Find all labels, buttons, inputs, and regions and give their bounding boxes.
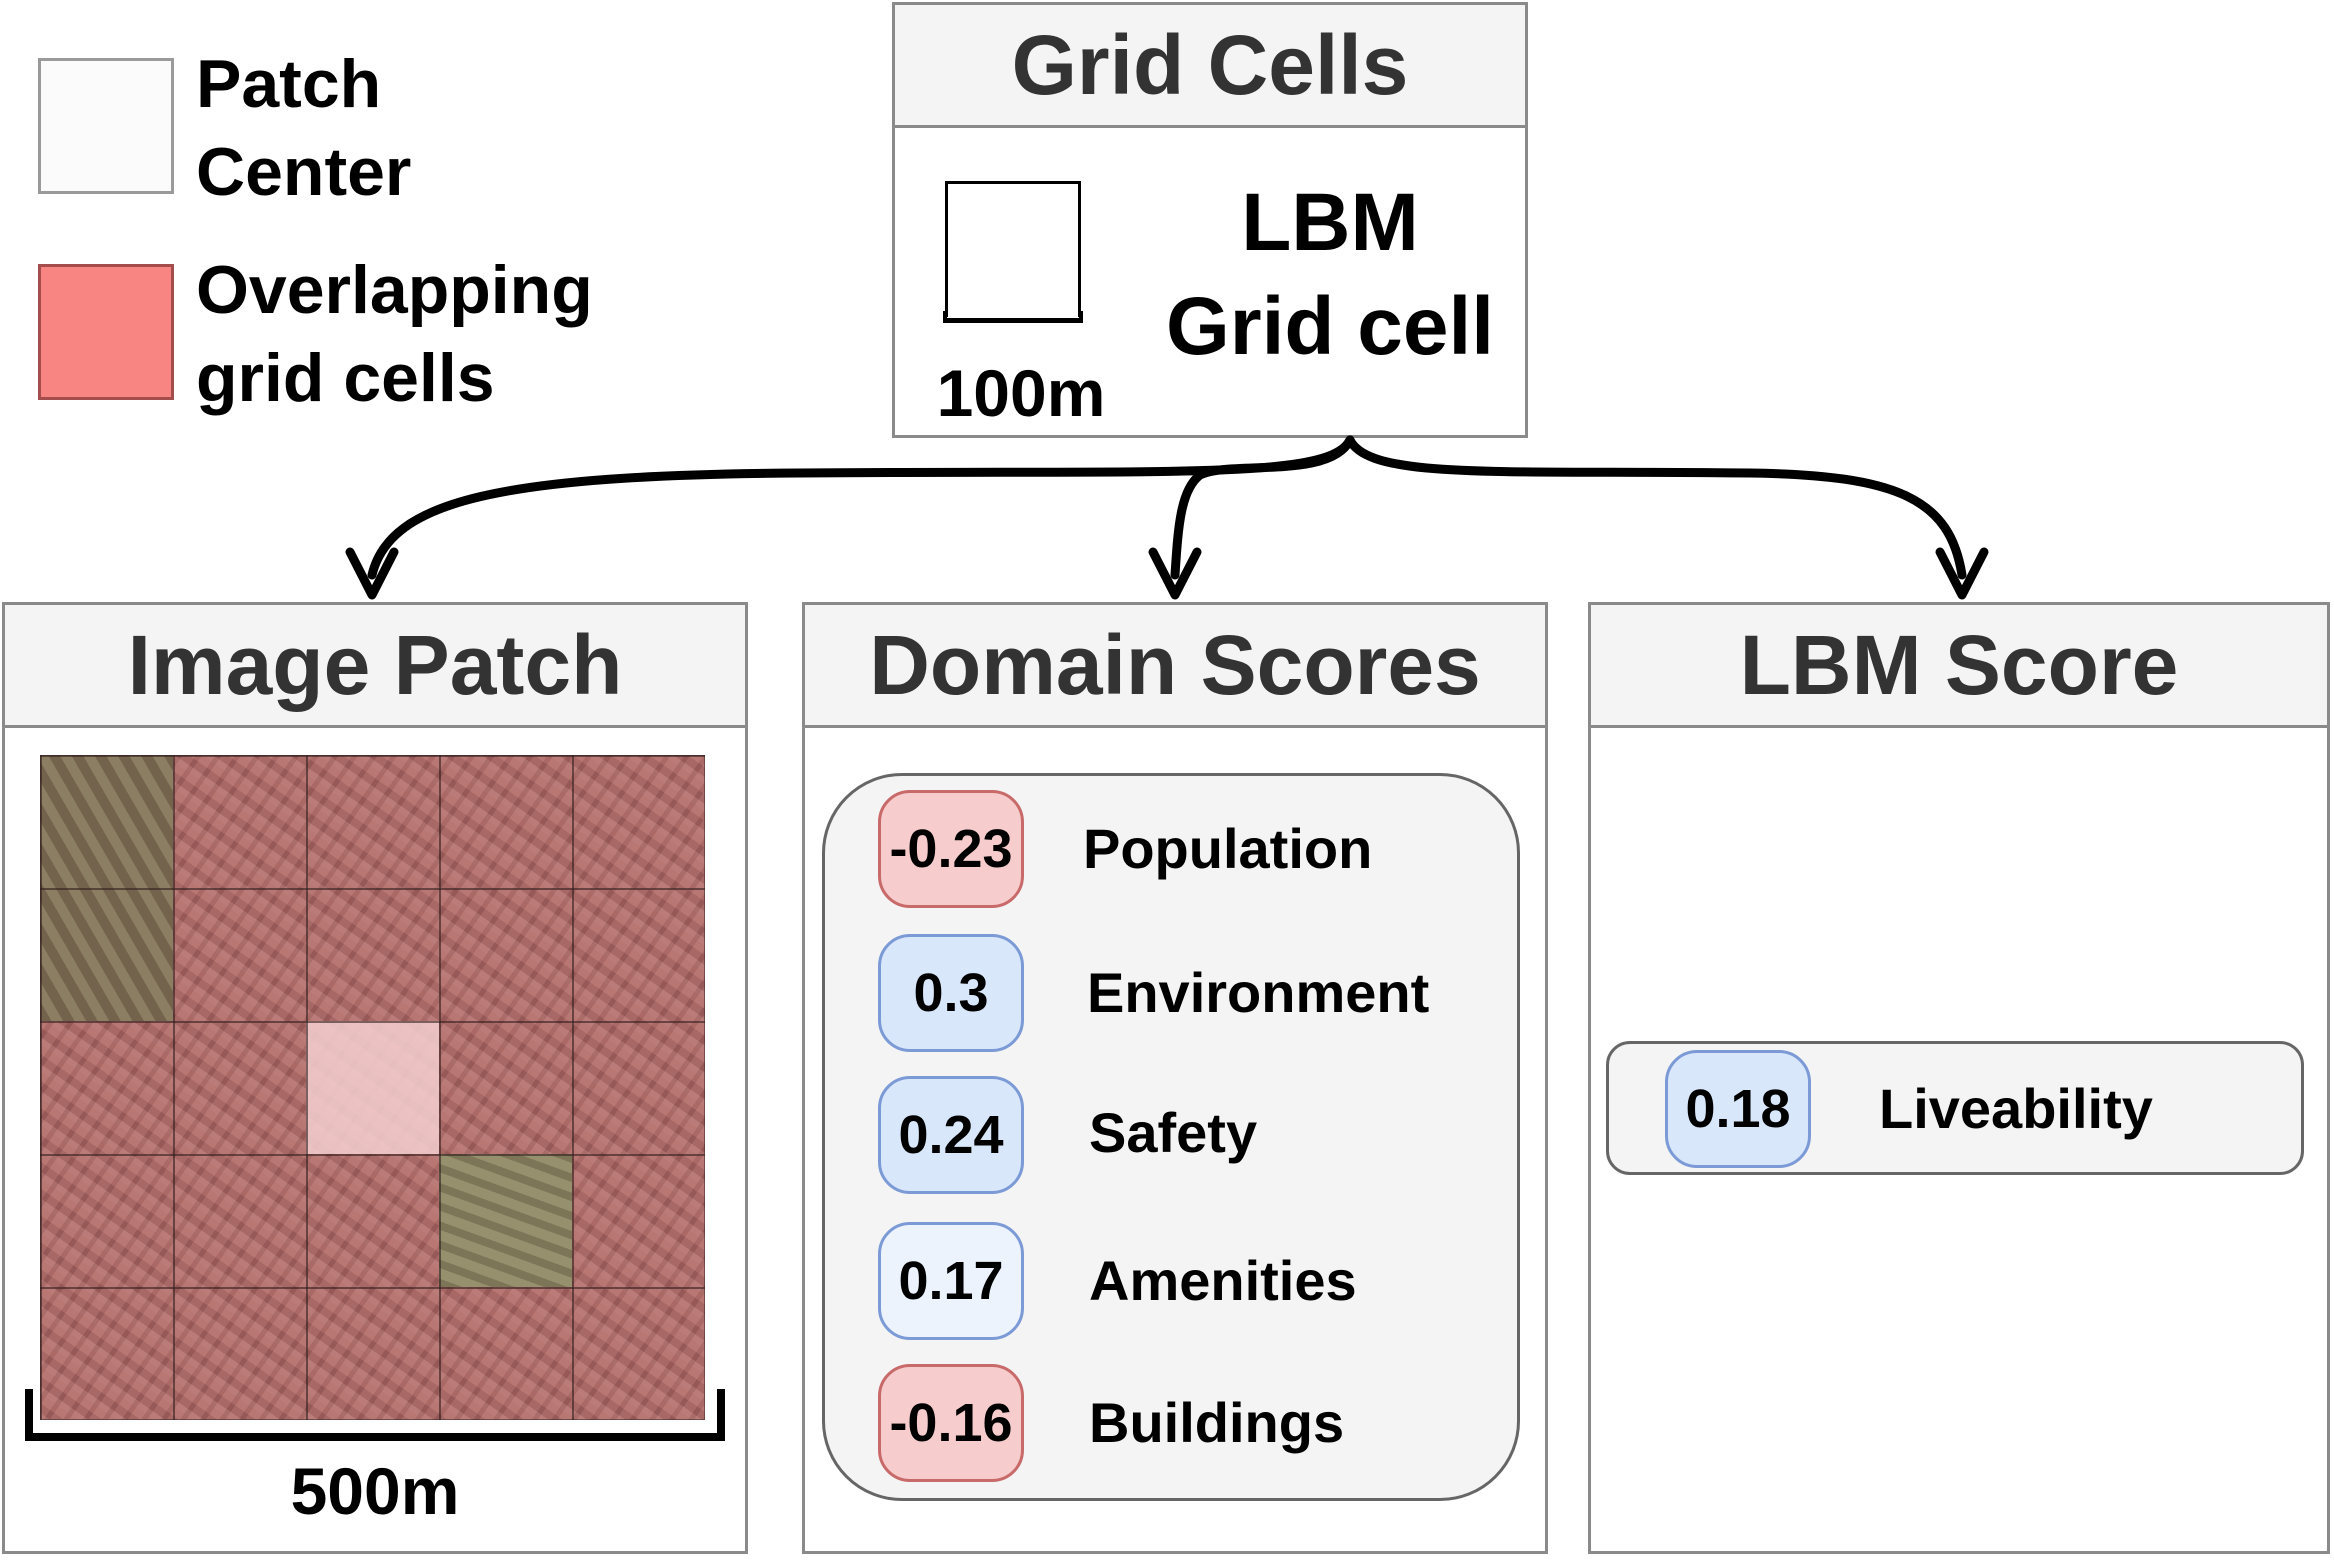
buildings-label: Buildings: [1089, 1391, 1345, 1454]
arrowhead-lbm-score: [1935, 547, 1989, 600]
overlap-label: Overlapping grid cells: [196, 252, 593, 416]
liveability-label: Liveability: [1879, 1077, 2153, 1140]
arrowhead-domain-scores: [1148, 547, 1202, 600]
liveability-score: 0.18: [1665, 1050, 1811, 1168]
safety-score: 0.24: [878, 1076, 1024, 1194]
domain-scores-title: Domain Scores: [805, 605, 1545, 728]
patch-scale-bar: [25, 1389, 725, 1441]
arrow-to-lbm-score: [1345, 435, 1967, 580]
buildings-score: -0.16: [878, 1364, 1024, 1482]
grid-cell-scale-label: 100m: [936, 356, 1106, 430]
patch-center-label: Patch Center: [196, 46, 412, 210]
image-patch-panel: Image Patch 500m: [2, 602, 748, 1554]
lbm-score-panel: LBM Score 0.18 Liveability: [1588, 602, 2330, 1554]
image-patch-title: Image Patch: [5, 605, 745, 728]
grid-cell-label: LBM Grid cell: [1165, 177, 1495, 372]
amenities-label: Amenities: [1089, 1249, 1357, 1312]
grid-cells-panel: Grid Cells 100m LBM Grid cell: [892, 2, 1528, 438]
patch-center-swatch: [38, 58, 174, 194]
lbm-score-title: LBM Score: [1591, 605, 2327, 728]
population-score: -0.23: [878, 790, 1024, 908]
arrowhead-image-patch: [345, 547, 399, 600]
grid-cell-scale-bar: [943, 311, 1083, 323]
safety-label: Safety: [1089, 1101, 1258, 1164]
legend: Patch Center Overlapping grid cells: [38, 40, 638, 420]
grid-lines: [40, 755, 705, 1420]
aerial-image: [40, 755, 705, 1420]
amenities-score: 0.17: [878, 1222, 1024, 1340]
arrow-to-image-patch: [367, 435, 1355, 580]
domain-scores-panel: Domain Scores -0.23 Population 0.3 Envir…: [802, 602, 1548, 1554]
lbm-score-container: 0.18 Liveability: [1606, 1041, 2304, 1175]
domain-scores-container: -0.23 Population 0.3 Environment 0.24 Sa…: [822, 773, 1520, 1501]
grid-cell-icon: [945, 181, 1081, 317]
environment-label: Environment: [1087, 961, 1430, 1024]
patch-scale-label: 500m: [290, 1454, 460, 1528]
arrow-to-domain-scores: [1170, 435, 1355, 580]
population-label: Population: [1083, 817, 1373, 880]
grid-cells-title: Grid Cells: [895, 5, 1525, 128]
environment-score: 0.3: [878, 934, 1024, 1052]
overlap-swatch: [38, 264, 174, 400]
